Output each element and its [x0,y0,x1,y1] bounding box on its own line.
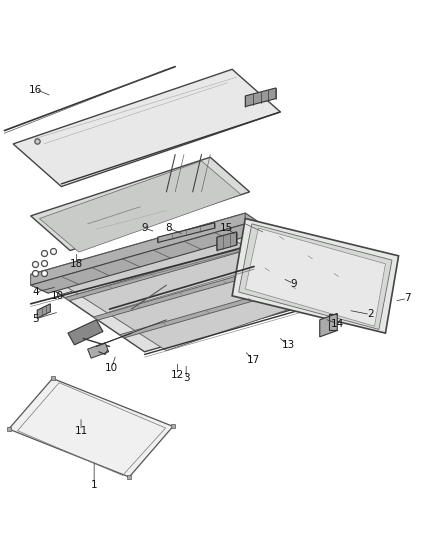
Text: 16: 16 [29,85,42,94]
Text: 11: 11 [74,426,88,435]
Text: 9: 9 [141,223,148,233]
Text: 17: 17 [247,355,260,365]
Text: 1: 1 [91,480,98,490]
Polygon shape [9,378,173,477]
Polygon shape [93,256,312,320]
Text: 10: 10 [105,363,118,373]
Text: 4: 4 [32,287,39,297]
Text: 5: 5 [32,314,39,324]
Polygon shape [245,228,385,326]
Polygon shape [232,219,399,333]
Polygon shape [245,88,276,107]
Polygon shape [68,320,103,345]
Polygon shape [39,161,241,252]
Polygon shape [31,213,359,352]
Polygon shape [158,223,215,243]
Text: 3: 3 [183,374,190,383]
Polygon shape [120,273,339,338]
Polygon shape [31,157,250,251]
Text: 13: 13 [282,340,295,350]
Polygon shape [31,213,245,285]
Polygon shape [88,343,109,358]
Polygon shape [31,224,263,293]
Text: 2: 2 [367,310,374,319]
Text: 14: 14 [331,319,344,328]
Text: 9: 9 [290,279,297,288]
Polygon shape [217,232,237,251]
Text: 15: 15 [220,223,233,233]
Polygon shape [239,224,392,329]
Text: 12: 12 [171,370,184,379]
Polygon shape [320,313,337,337]
Polygon shape [61,230,324,351]
Text: 10: 10 [50,291,64,301]
Polygon shape [245,213,359,301]
Text: 18: 18 [70,259,83,269]
Polygon shape [37,304,50,318]
Text: 8: 8 [165,223,172,233]
Text: 7: 7 [404,294,411,303]
Polygon shape [13,69,280,187]
Polygon shape [65,237,284,301]
